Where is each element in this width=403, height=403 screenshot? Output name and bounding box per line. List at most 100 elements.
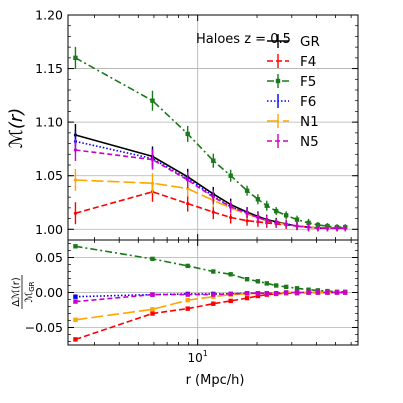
bottom-point [73,244,78,249]
bottom-y-label-den-main: ℳ [24,292,35,303]
legend: GR F4 F5 F6 N1 N5 [267,34,320,150]
top-point [245,219,249,223]
top-ytick-label: 1.10 [35,115,63,130]
top-point [73,148,78,152]
top-point [211,210,215,214]
bottom-point [283,284,289,290]
legend-swatch-marker [275,78,281,84]
panel-annotation: Haloes z = 0.5 [196,32,291,47]
top-y-axis-label: ℳ(r) [6,108,27,149]
bottom-point [306,287,311,292]
top-point [264,203,269,208]
bottom-point [244,295,250,301]
top-point [335,226,339,230]
bottom-point [244,277,250,282]
legend-label: GR [300,34,320,50]
bottom-ytick-labels: −0.05 0.00 0.05 [25,250,63,335]
x-tick-label-10: 101 [187,349,207,365]
bottom-point [211,301,216,306]
top-series-line [75,57,346,228]
bottom-point [211,292,216,297]
bottom-series-4 [73,290,348,304]
bottom-point [185,298,190,303]
bottom-point [150,311,155,316]
x-tick-label-exponent: 1 [203,349,208,358]
top-point [185,131,190,137]
top-point [228,173,233,178]
bottom-point [244,291,250,296]
top-point [306,225,311,229]
top-point [73,211,78,215]
top-point [150,158,155,162]
bottom-point [185,292,190,297]
bottom-point [315,290,321,295]
top-series-5 [73,139,347,232]
bottom-y-label-numerator: Δℳ(r) [11,277,22,307]
bottom-ticks [68,240,358,345]
bottom-point [264,291,269,296]
bottom-point [264,281,269,286]
bottom-ytick-label: 0.05 [35,250,63,265]
top-series-line [75,149,346,229]
top-point [294,217,300,222]
bottom-point [150,256,155,262]
bottom-point [185,263,190,269]
legend-label: F4 [300,54,316,70]
bottom-series-line [75,291,346,303]
top-ticks [68,14,358,240]
top-point [245,211,249,215]
top-point [150,98,155,103]
legend-item-F5: F5 [267,74,316,90]
bottom-point [150,307,155,312]
top-ytick-labels: 1.00 1.05 1.10 1.15 1.20 [35,8,63,237]
legend-item-N5: N5 [267,134,319,150]
legend-item-N1: N1 [267,114,319,130]
x-axis-label: r (Mpc/h) [186,373,245,388]
bottom-y-axis-label: Δℳ(r) ℳGR [11,275,36,309]
legend-item-F6: F6 [267,94,316,110]
top-point [325,226,330,230]
top-point [229,215,233,220]
top-point [273,208,279,214]
top-point [73,178,78,182]
bottom-point [273,283,279,288]
bottom-ytick-label: −0.05 [25,320,63,335]
top-point [315,222,321,228]
top-point [73,55,78,61]
top-panel: 1.00 1.05 1.10 1.15 1.20 ℳ(r) Haloes z = 0.5… [6,8,359,241]
top-point [306,220,311,226]
bottom-series-line [75,245,346,293]
bottom-ytick-label: 0.00 [35,285,63,300]
top-series-2 [73,46,348,231]
bottom-y-label-denominator: ℳGR [24,281,36,302]
bottom-point [150,292,155,297]
bottom-point [228,298,233,304]
top-point [283,213,289,218]
top-point [186,186,190,191]
bottom-point [185,306,190,311]
bottom-point [325,290,330,295]
bottom-point [343,290,348,295]
legend-label: N5 [300,134,319,150]
bottom-point [73,317,78,322]
bottom-panel: −0.05 0.00 0.05 Δℳ(r) ℳGR 101 r (Mpc/h) [11,239,359,388]
top-point [211,158,216,163]
top-series [73,46,348,232]
bottom-point [73,337,78,342]
top-point [229,205,233,209]
top-ytick-label: 1.20 [35,8,63,23]
bottom-point [228,272,233,277]
bottom-point [73,299,78,304]
legend-item-GR: GR [267,34,320,50]
x-tick-label-base: 10 [187,351,202,365]
legend-label: F5 [300,74,316,90]
top-point [186,201,190,206]
bottom-point [334,290,340,295]
top-point [255,197,261,202]
legend-label: F6 [300,94,316,110]
bottom-series [73,244,348,342]
top-point [211,195,215,199]
top-ytick-label: 1.15 [35,61,63,76]
